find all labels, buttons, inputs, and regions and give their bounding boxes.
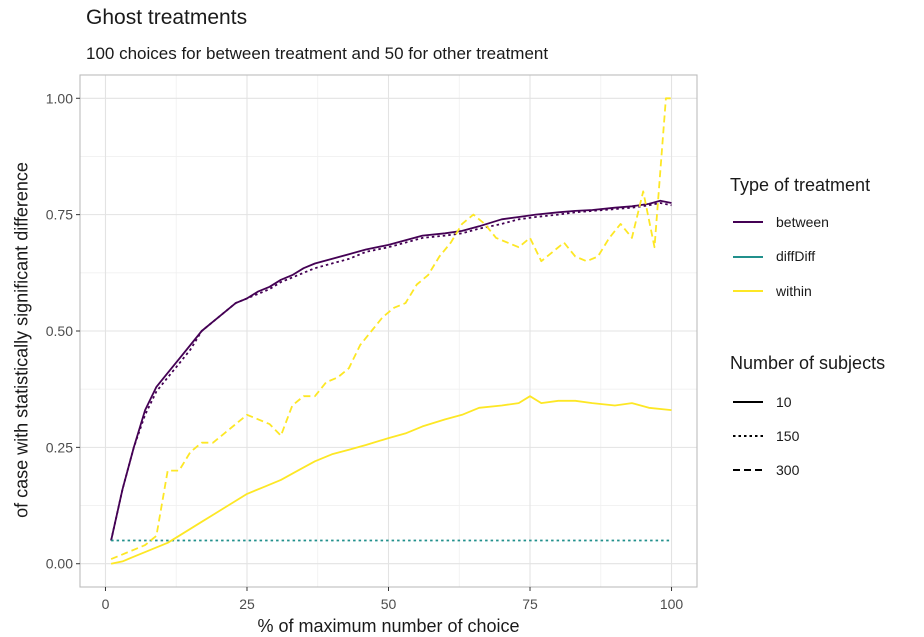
plot-panel [79, 74, 698, 588]
x-tick-label: 75 [522, 596, 538, 612]
series-line-between-150 [110, 202, 672, 541]
x-tick-label: 50 [381, 596, 397, 612]
legend-label-diffdiff: diffDiff [776, 248, 816, 264]
chart-title: Ghost treatments [86, 6, 248, 29]
legend-label-150: 150 [776, 428, 800, 444]
y-tick-label: 0.50 [46, 323, 73, 339]
series-line-within-300 [110, 97, 672, 560]
y-tick-label: 0.25 [46, 439, 73, 455]
x-tick-label: 25 [239, 596, 255, 612]
legend-title-treatment: Type of treatment [730, 175, 871, 195]
series-line-between-10 [110, 199, 672, 541]
x-tick-label: 100 [660, 596, 684, 612]
y-tick-label: 1.00 [46, 90, 73, 106]
y-tick-label: 0.00 [46, 556, 73, 572]
legend-title-subjects: Number of subjects [730, 353, 886, 373]
legend-layer [733, 221, 763, 471]
series-line-within-10 [110, 395, 672, 565]
x-axis-label: % of maximum number of choice [257, 616, 520, 636]
y-axis-label: of case with statistically significant d… [11, 162, 32, 518]
y-tick-label: 0.75 [46, 207, 73, 223]
series-layer [110, 97, 672, 565]
x-tick-label: 0 [102, 596, 110, 612]
legend-label-within: within [776, 283, 812, 299]
tick-layer: 0 25 50 75 100 0.00 0.25 0.50 0.75 1.00 [46, 90, 684, 612]
legend-label-between: between [776, 214, 829, 230]
legend-label-10: 10 [776, 394, 792, 410]
legend-label-300: 300 [776, 462, 800, 478]
chart-subtitle: 100 choices for between treatment and 50… [86, 44, 549, 63]
